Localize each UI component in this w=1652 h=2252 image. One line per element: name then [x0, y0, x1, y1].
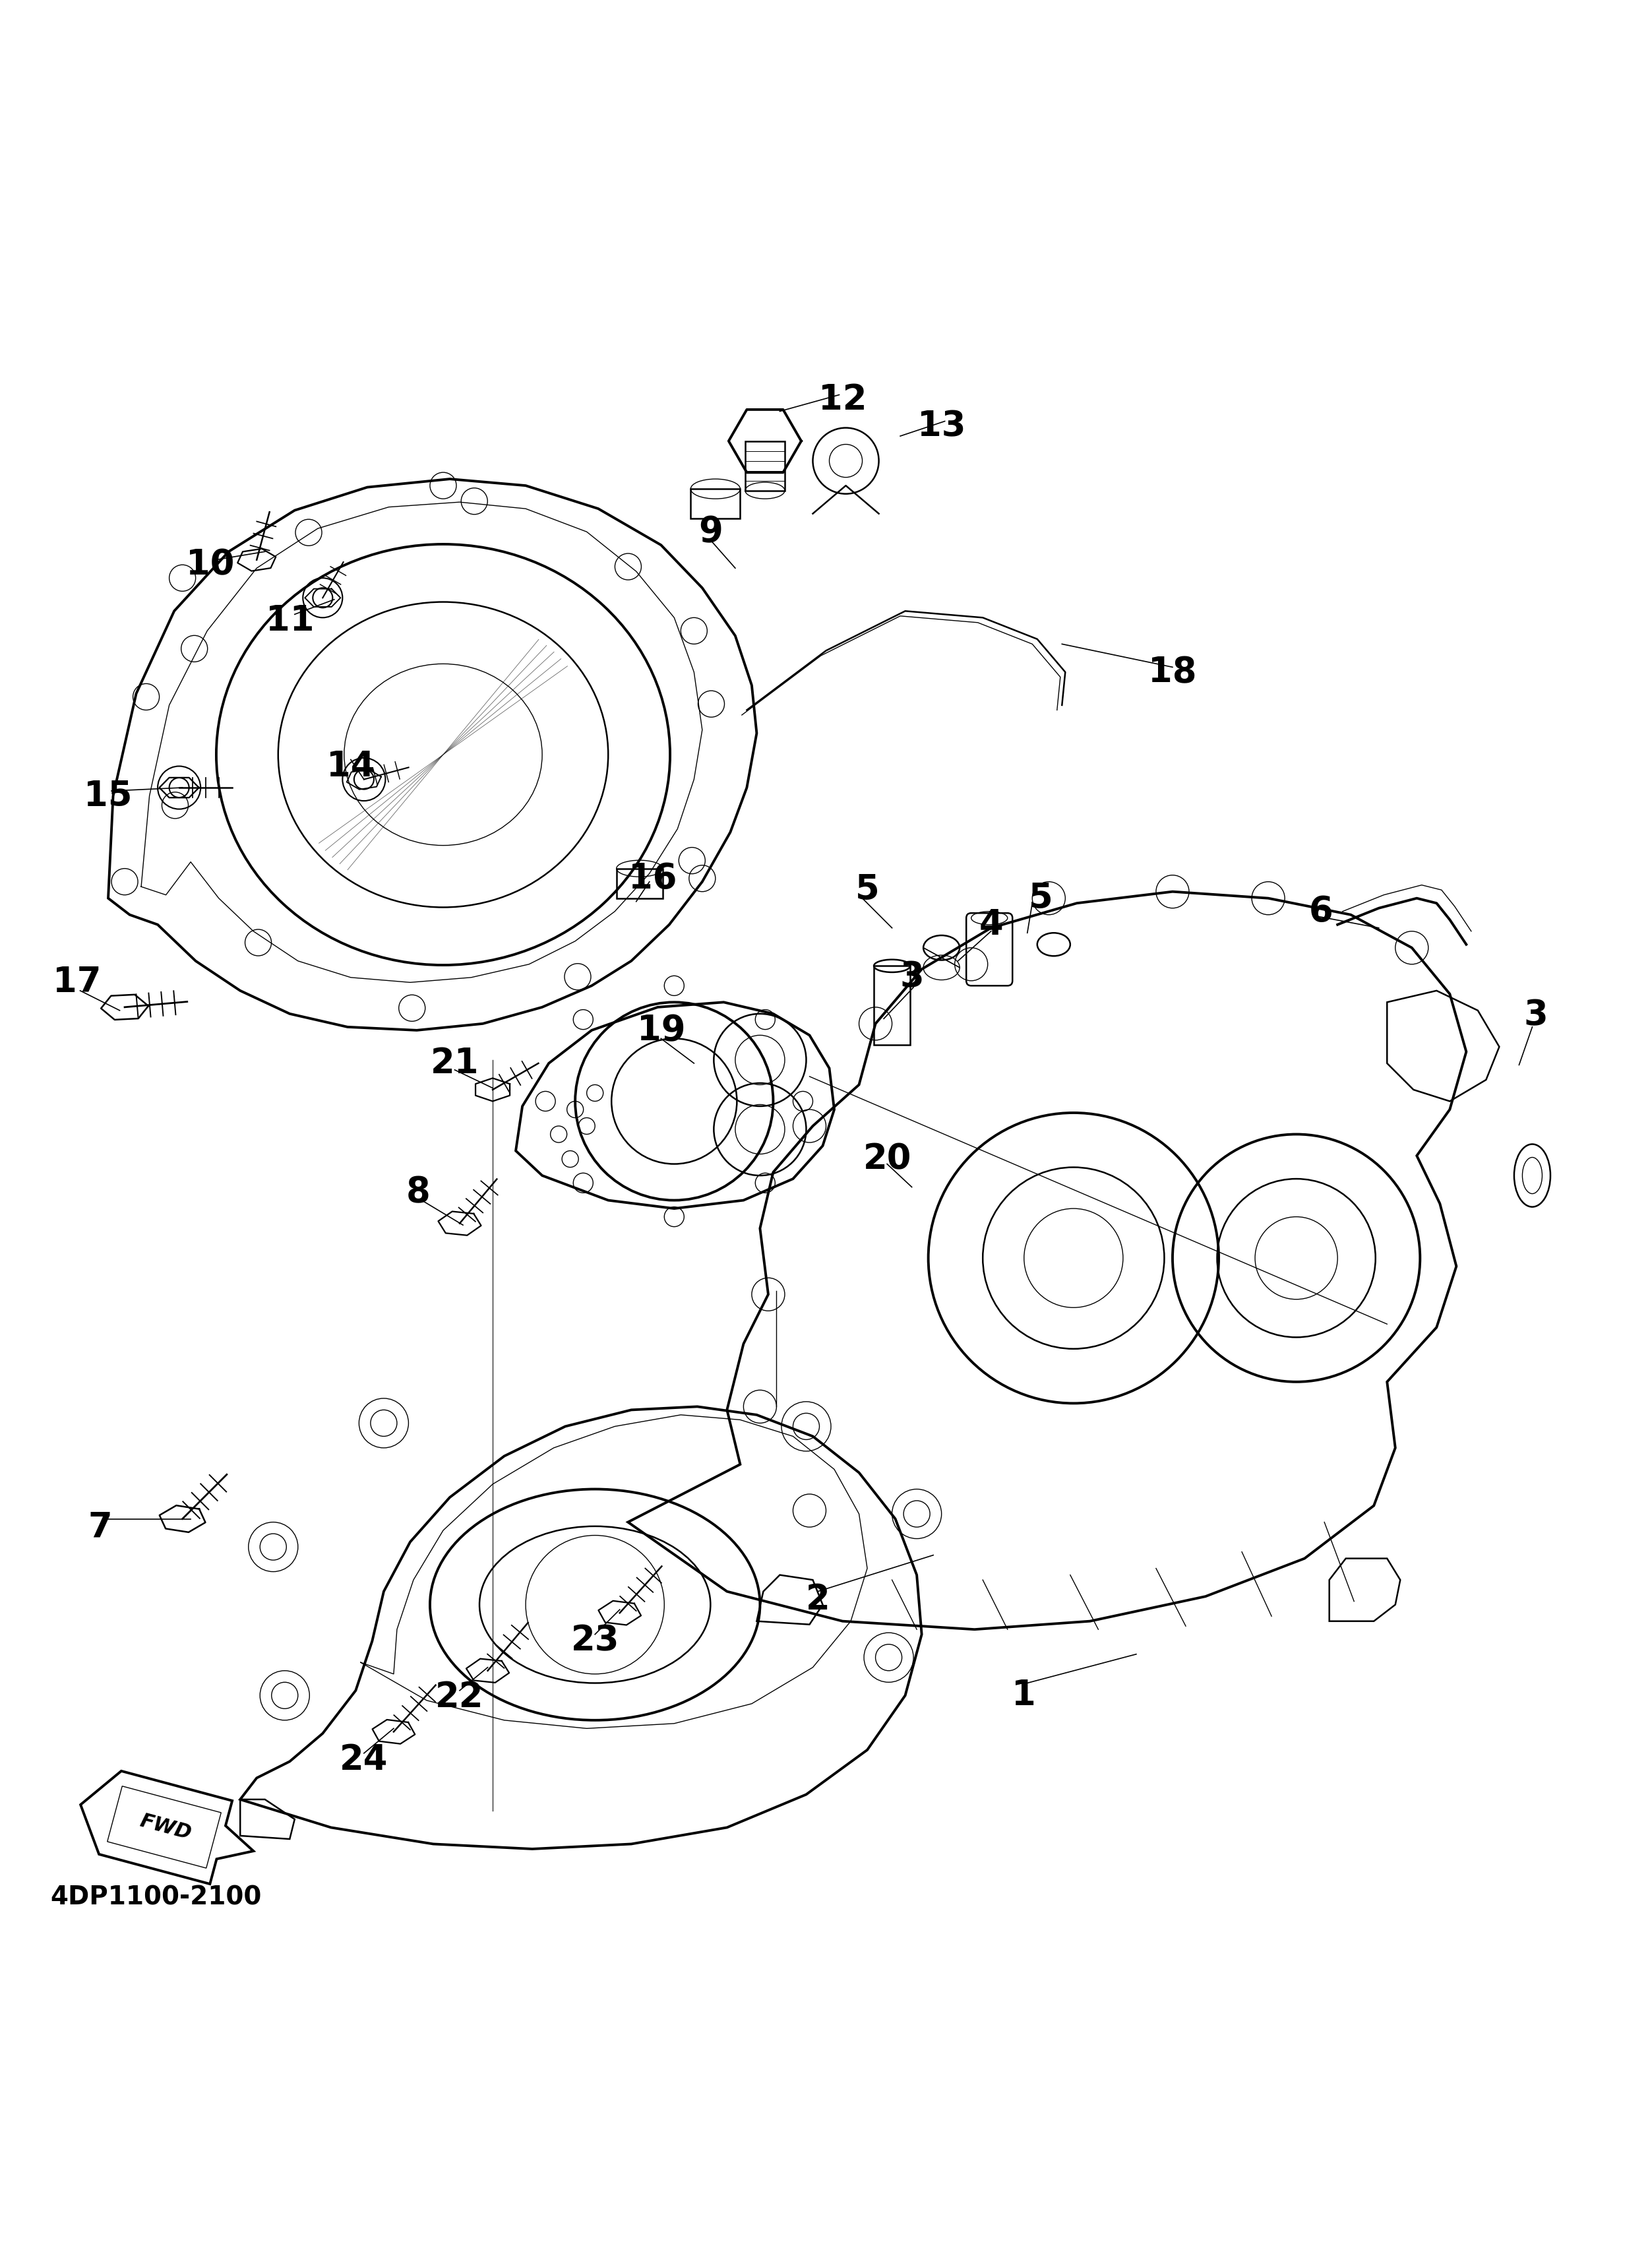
Text: 5: 5: [856, 874, 879, 908]
Text: 9: 9: [699, 516, 722, 549]
Text: 21: 21: [431, 1047, 479, 1081]
Text: 18: 18: [1148, 655, 1196, 689]
Text: 2: 2: [806, 1583, 829, 1617]
Text: 7: 7: [88, 1509, 112, 1545]
Text: 19: 19: [636, 1013, 686, 1047]
Text: 6: 6: [1308, 894, 1333, 928]
Text: 10: 10: [187, 547, 235, 581]
Text: 11: 11: [266, 604, 314, 637]
Text: 5: 5: [1029, 881, 1052, 914]
Text: 20: 20: [862, 1142, 912, 1176]
Text: 1: 1: [1013, 1678, 1036, 1712]
Text: 17: 17: [53, 966, 101, 1000]
Text: 13: 13: [917, 410, 966, 444]
Text: 23: 23: [570, 1624, 620, 1657]
Text: 15: 15: [84, 779, 132, 813]
Text: 14: 14: [327, 750, 375, 784]
Text: 22: 22: [436, 1680, 484, 1714]
Text: 3: 3: [1523, 998, 1548, 1034]
Text: 12: 12: [818, 383, 867, 417]
Bar: [745, 441, 785, 491]
Text: FWD: FWD: [137, 1811, 193, 1844]
Text: 4DP1100-2100: 4DP1100-2100: [51, 1885, 261, 1910]
Bar: [616, 869, 662, 899]
Bar: [691, 489, 740, 518]
Text: 4: 4: [980, 908, 1003, 941]
Text: 8: 8: [406, 1176, 431, 1209]
Text: 3: 3: [900, 959, 923, 995]
Text: 16: 16: [628, 860, 677, 896]
Text: 24: 24: [340, 1743, 388, 1777]
